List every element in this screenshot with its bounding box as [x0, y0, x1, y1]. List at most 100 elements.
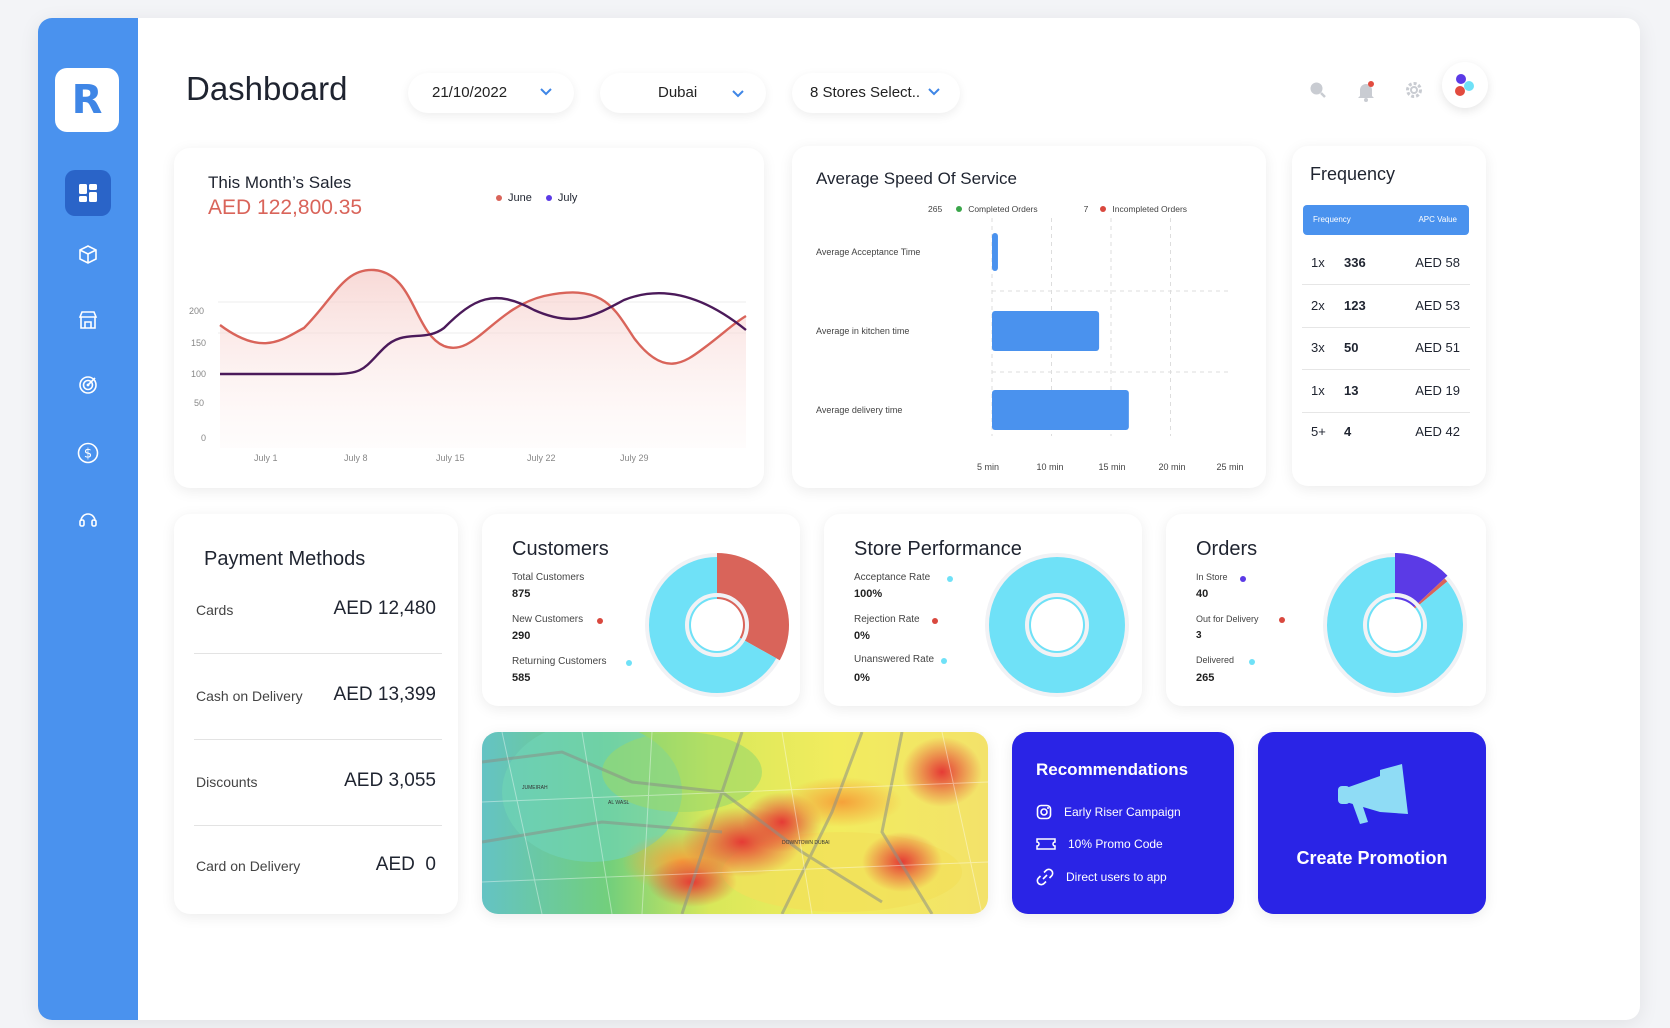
- stat-value: 585: [512, 672, 531, 684]
- legend-dot: [941, 658, 947, 664]
- y-tick: 0: [201, 433, 207, 443]
- store-performance-card: Store Performance Acceptance Rate 100% R…: [824, 514, 1142, 706]
- payment-label: Discounts: [196, 774, 258, 790]
- frequency-title: Frequency: [1310, 164, 1396, 184]
- stat-value: 100%: [854, 588, 883, 600]
- apc-cell: AED 53: [1415, 298, 1460, 313]
- x-tick: 10 min: [1036, 462, 1063, 472]
- payment-value: AED 13,399: [333, 684, 436, 705]
- megaphone-icon: [1338, 764, 1408, 824]
- sales-title: This Month’s Sales: [208, 173, 352, 192]
- completed-swatch: [956, 206, 963, 212]
- x-tick: 25 min: [1216, 462, 1243, 472]
- heat-map[interactable]: JUMEIRAH AL WASL DOWNTOWN DUBAI: [482, 732, 988, 914]
- sidebar-item-products[interactable]: [65, 231, 111, 277]
- map-label: JUMEIRAH: [522, 785, 548, 791]
- count-cell: 123: [1344, 298, 1366, 313]
- sidebar-item-support[interactable]: [65, 496, 111, 542]
- city-filter-value: Dubai: [658, 84, 698, 101]
- stores-filter[interactable]: 8 Stores Select..: [792, 73, 960, 113]
- june-line: [219, 268, 747, 365]
- sidebar-item-dashboard[interactable]: [65, 170, 111, 216]
- app-logo[interactable]: R: [55, 68, 119, 132]
- stat-value: 265: [1196, 672, 1215, 684]
- payment-label: Cash on Delivery: [196, 688, 303, 704]
- stat-label: Rejection Rate: [854, 614, 920, 625]
- bar: [992, 390, 1129, 430]
- june-area: [220, 269, 746, 448]
- stat-value: 875: [512, 588, 531, 600]
- frequency-card: Frequency Frequency APC Value 1x 336 AED 5…: [1292, 146, 1486, 486]
- stat-label: In Store: [1196, 572, 1228, 582]
- legend-june-swatch: [496, 195, 502, 201]
- freq-cell: 1x: [1311, 383, 1325, 398]
- avatar[interactable]: [1442, 62, 1488, 108]
- sales-legend: June July: [496, 192, 577, 204]
- sidebar-item-targets[interactable]: [65, 362, 111, 408]
- donut-hole: [691, 599, 743, 651]
- payment-label: Card on Delivery: [196, 858, 301, 874]
- recommendation-item[interactable]: Direct users to app: [1036, 868, 1167, 886]
- date-filter[interactable]: 21/10/2022: [408, 73, 574, 113]
- recommendation-item[interactable]: Early Riser Campaign: [1036, 804, 1181, 820]
- box-icon: [79, 245, 97, 264]
- create-promotion-button[interactable]: Create Promotion: [1258, 732, 1486, 914]
- speed-bar-chart: Average Acceptance Time Average in kitche…: [816, 218, 1244, 472]
- legend-dot: [626, 660, 632, 666]
- payment-row: Card on Delivery AED 0: [194, 824, 442, 910]
- frequency-col-header: Frequency: [1313, 215, 1351, 224]
- stat-value: 0%: [854, 630, 870, 642]
- recommendation-label: Direct users to app: [1066, 870, 1167, 884]
- table-row: 5+ 4 AED 42: [1302, 412, 1470, 454]
- stat-value: 3: [1196, 630, 1202, 641]
- legend-dot: [1279, 617, 1285, 623]
- recommendations-title: Recommendations: [1036, 760, 1189, 779]
- table-row: 3x 50 AED 51: [1302, 328, 1470, 370]
- gear-icon[interactable]: [1404, 80, 1424, 100]
- dashboard-grid-icon: [79, 184, 97, 202]
- stat-label: New Customers: [512, 614, 584, 625]
- customers-title: Customers: [512, 538, 609, 560]
- completed-count: 265: [928, 204, 943, 214]
- stat-value: 290: [512, 630, 531, 642]
- payment-value: AED 3,055: [344, 770, 436, 791]
- apc-cell: AED 51: [1415, 340, 1460, 355]
- city-filter[interactable]: Dubai: [600, 73, 766, 113]
- y-tick: 200: [189, 306, 205, 316]
- sales-card: This Month’s Sales AED 122,800.35 June J…: [174, 148, 764, 488]
- count-cell: 4: [1344, 424, 1352, 439]
- speed-title: Average Speed Of Service: [816, 169, 1017, 188]
- target-icon: [79, 376, 97, 394]
- sidebar: R $: [38, 18, 138, 1020]
- donut-hole: [1369, 599, 1421, 651]
- payment-row: Cards AED 12,480: [194, 568, 442, 654]
- x-tick: 20 min: [1158, 462, 1185, 472]
- legend-dot: [1249, 659, 1255, 665]
- orders-title: Orders: [1196, 538, 1258, 560]
- bar-category-label: Average Acceptance Time: [816, 247, 920, 257]
- stat-label: Out for Delivery: [1196, 614, 1259, 624]
- search-icon[interactable]: [1308, 80, 1328, 100]
- apc-cell: AED 58: [1415, 255, 1460, 270]
- bell-icon[interactable]: [1356, 80, 1376, 102]
- stores-filter-value: 8 Stores Select..: [810, 84, 921, 101]
- payment-label: Cards: [196, 602, 234, 618]
- x-tick: July 8: [344, 453, 368, 463]
- freq-cell: 1x: [1311, 255, 1325, 270]
- donut-hole-ring: [685, 593, 749, 657]
- recommendation-label: 10% Promo Code: [1068, 837, 1163, 851]
- payment-methods-card: Payment Methods Cards AED 12,480 Cash on …: [174, 514, 458, 914]
- legend-july-label: July: [557, 192, 578, 204]
- legend-june-label: June: [508, 192, 532, 204]
- recommendation-item[interactable]: 10% Promo Code: [1036, 837, 1163, 851]
- stat-label: Returning Customers: [512, 656, 607, 667]
- legend-dot: [597, 618, 603, 624]
- avatar-dots-icon: [1455, 74, 1474, 96]
- sidebar-item-finance[interactable]: $: [65, 430, 111, 476]
- bar: [992, 233, 998, 271]
- ticket-icon: [1036, 838, 1056, 850]
- completed-label: Completed Orders: [968, 204, 1038, 214]
- incompleted-label: Incompleted Orders: [1112, 204, 1188, 214]
- sidebar-item-stores[interactable]: [65, 297, 111, 343]
- logo-letter: R: [71, 77, 103, 123]
